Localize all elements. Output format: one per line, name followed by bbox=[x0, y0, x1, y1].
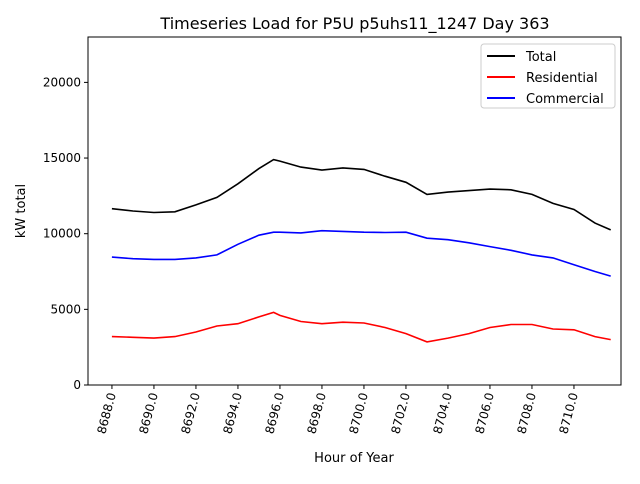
x-tick-label: 8702.0 bbox=[388, 391, 412, 435]
x-tick-label: 8706.0 bbox=[472, 391, 496, 435]
y-axis-label: kW total bbox=[14, 184, 29, 238]
series-layer bbox=[111, 158, 612, 343]
y-tick-label: 0 bbox=[73, 378, 81, 392]
series-line-total bbox=[111, 158, 612, 231]
x-axis: 8688.0 8690.0 8692.0 8694.0 8696.0 8698.0 8700… bbox=[94, 385, 581, 435]
y-tick-label: 20000 bbox=[43, 75, 81, 89]
x-tick-label: 8710.0 bbox=[556, 391, 580, 435]
x-tick-label: 8698.0 bbox=[304, 391, 328, 435]
x-tick-label: 8696.0 bbox=[262, 391, 286, 435]
y-tick-label: 10000 bbox=[43, 227, 81, 241]
x-tick-label: 8688.0 bbox=[94, 391, 118, 435]
y-tick-label: 15000 bbox=[43, 151, 81, 165]
x-axis-label: Hour of Year bbox=[314, 451, 394, 466]
y-tick-label: 5000 bbox=[50, 302, 81, 316]
series-line-residential bbox=[111, 311, 611, 343]
x-tick-label: 8700.0 bbox=[346, 391, 370, 435]
series-line-commercial bbox=[111, 229, 611, 277]
x-tick-label: 8690.0 bbox=[136, 391, 160, 435]
x-tick-label: 8692.0 bbox=[178, 391, 202, 435]
legend-label-residential: Residential bbox=[526, 71, 598, 86]
x-tick-label: 8708.0 bbox=[514, 391, 538, 435]
legend: Total Residential Commercial bbox=[480, 43, 616, 109]
legend-box bbox=[480, 43, 616, 109]
x-tick-label: 8694.0 bbox=[220, 391, 244, 435]
legend-label-total: Total bbox=[525, 50, 556, 65]
y-axis: 0 5000 10000 15000 20000 bbox=[43, 75, 88, 392]
legend-label-commercial: Commercial bbox=[526, 92, 604, 107]
plot-frame bbox=[87, 36, 622, 386]
x-tick-label: 8704.0 bbox=[430, 391, 454, 435]
chart-title: Timeseries Load for P5U p5uhs11_1247 Day… bbox=[159, 14, 549, 34]
